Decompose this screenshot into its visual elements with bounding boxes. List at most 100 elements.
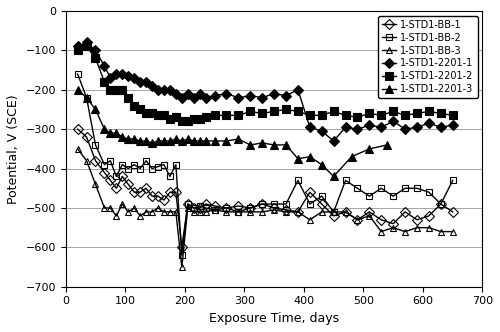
1-STD1-BB-2 xyxy=(438,202,444,206)
1-STD1-2201-2 xyxy=(202,115,208,119)
1-STD1-BB-3 xyxy=(283,210,289,214)
1-STD1-BB-1 xyxy=(149,194,155,198)
1-STD1-2201-2 xyxy=(161,113,167,117)
1-STD1-2201-3 xyxy=(384,143,390,147)
1-STD1-2201-3 xyxy=(259,141,265,145)
1-STD1-2201-1 xyxy=(92,48,98,52)
1-STD1-2201-3 xyxy=(179,139,185,143)
1-STD1-2201-1 xyxy=(402,127,408,131)
1-STD1-2201-2 xyxy=(84,44,89,48)
1-STD1-2201-3 xyxy=(196,139,202,143)
1-STD1-2201-1 xyxy=(202,96,208,100)
1-STD1-BB-1 xyxy=(114,186,119,190)
1-STD1-BB-2 xyxy=(318,194,324,198)
1-STD1-2201-2 xyxy=(155,113,161,117)
1-STD1-2201-1 xyxy=(120,72,126,76)
1-STD1-BB-1 xyxy=(125,182,131,186)
1-STD1-2201-2 xyxy=(212,113,218,117)
1-STD1-2201-2 xyxy=(330,110,336,114)
1-STD1-BB-3 xyxy=(224,210,230,214)
1-STD1-BB-2 xyxy=(271,202,277,206)
1-STD1-BB-2 xyxy=(92,143,98,147)
1-STD1-BB-2 xyxy=(224,206,230,210)
1-STD1-2201-3 xyxy=(137,139,143,143)
1-STD1-BB-1 xyxy=(131,190,137,194)
Line: 1-STD1-BB-1: 1-STD1-BB-1 xyxy=(74,126,456,251)
1-STD1-2201-1 xyxy=(212,94,218,98)
Line: 1-STD1-BB-3: 1-STD1-BB-3 xyxy=(74,145,456,271)
1-STD1-BB-3 xyxy=(190,210,196,214)
1-STD1-2201-3 xyxy=(108,131,114,135)
1-STD1-BB-1 xyxy=(307,190,313,194)
1-STD1-BB-1 xyxy=(295,210,301,214)
1-STD1-2201-1 xyxy=(143,80,149,84)
1-STD1-2201-1 xyxy=(149,84,155,88)
1-STD1-BB-2 xyxy=(202,206,208,210)
1-STD1-BB-2 xyxy=(102,163,107,167)
1-STD1-2201-3 xyxy=(114,131,119,135)
1-STD1-2201-1 xyxy=(137,80,143,84)
1-STD1-BB-1 xyxy=(212,204,218,208)
1-STD1-2201-1 xyxy=(224,92,230,96)
1-STD1-2201-1 xyxy=(114,72,119,76)
1-STD1-2201-3 xyxy=(224,139,230,143)
1-STD1-BB-3 xyxy=(167,210,173,214)
1-STD1-2201-2 xyxy=(185,119,191,123)
1-STD1-2201-1 xyxy=(161,88,167,92)
1-STD1-BB-2 xyxy=(185,202,191,206)
1-STD1-BB-1 xyxy=(414,218,420,222)
1-STD1-BB-2 xyxy=(137,167,143,171)
1-STD1-2201-3 xyxy=(318,163,324,167)
1-STD1-2201-2 xyxy=(74,48,80,52)
1-STD1-2201-3 xyxy=(236,137,242,141)
1-STD1-2201-2 xyxy=(378,113,384,117)
Legend: 1-STD1-BB-1, 1-STD1-BB-2, 1-STD1-BB-3, 1-STD1-2201-1, 1-STD1-2201-2, 1-STD1-2201: 1-STD1-BB-1, 1-STD1-BB-2, 1-STD1-BB-3, 1… xyxy=(378,16,478,98)
1-STD1-BB-1 xyxy=(173,190,179,194)
1-STD1-2201-1 xyxy=(426,121,432,125)
1-STD1-BB-1 xyxy=(318,202,324,206)
1-STD1-BB-3 xyxy=(202,210,208,214)
1-STD1-BB-2 xyxy=(402,186,408,190)
1-STD1-BB-2 xyxy=(366,194,372,198)
1-STD1-BB-1 xyxy=(84,135,89,139)
1-STD1-2201-2 xyxy=(167,117,173,121)
1-STD1-BB-1 xyxy=(190,206,196,210)
1-STD1-2201-1 xyxy=(283,94,289,98)
1-STD1-BB-3 xyxy=(137,214,143,218)
1-STD1-2201-2 xyxy=(108,88,114,92)
1-STD1-BB-1 xyxy=(167,190,173,194)
1-STD1-2201-3 xyxy=(185,137,191,141)
1-STD1-2201-1 xyxy=(271,92,277,96)
1-STD1-BB-2 xyxy=(74,72,80,76)
1-STD1-2201-2 xyxy=(342,113,348,117)
1-STD1-2201-2 xyxy=(131,104,137,108)
1-STD1-BB-2 xyxy=(390,194,396,198)
Line: 1-STD1-2201-3: 1-STD1-2201-3 xyxy=(74,86,392,181)
1-STD1-BB-2 xyxy=(155,165,161,169)
1-STD1-BB-1 xyxy=(143,186,149,190)
1-STD1-2201-1 xyxy=(108,76,114,80)
1-STD1-2201-2 xyxy=(402,113,408,117)
1-STD1-2201-3 xyxy=(155,139,161,143)
Line: 1-STD1-2201-1: 1-STD1-2201-1 xyxy=(74,39,456,144)
1-STD1-2201-1 xyxy=(307,125,313,129)
1-STD1-BB-1 xyxy=(259,202,265,206)
1-STD1-BB-2 xyxy=(125,167,131,171)
1-STD1-BB-3 xyxy=(149,210,155,214)
1-STD1-2201-3 xyxy=(92,108,98,112)
Y-axis label: Potential, V (SCE): Potential, V (SCE) xyxy=(7,94,20,204)
1-STD1-2201-2 xyxy=(307,113,313,117)
1-STD1-2201-1 xyxy=(155,88,161,92)
1-STD1-BB-1 xyxy=(202,202,208,206)
1-STD1-2201-3 xyxy=(161,139,167,143)
1-STD1-2201-2 xyxy=(190,117,196,121)
1-STD1-2201-1 xyxy=(179,96,185,100)
1-STD1-2201-2 xyxy=(438,112,444,116)
1-STD1-2201-1 xyxy=(414,125,420,129)
1-STD1-2201-1 xyxy=(366,123,372,127)
1-STD1-BB-3 xyxy=(143,210,149,214)
1-STD1-BB-3 xyxy=(179,265,185,269)
1-STD1-BB-1 xyxy=(74,127,80,131)
1-STD1-BB-3 xyxy=(131,206,137,210)
1-STD1-BB-1 xyxy=(102,171,107,175)
